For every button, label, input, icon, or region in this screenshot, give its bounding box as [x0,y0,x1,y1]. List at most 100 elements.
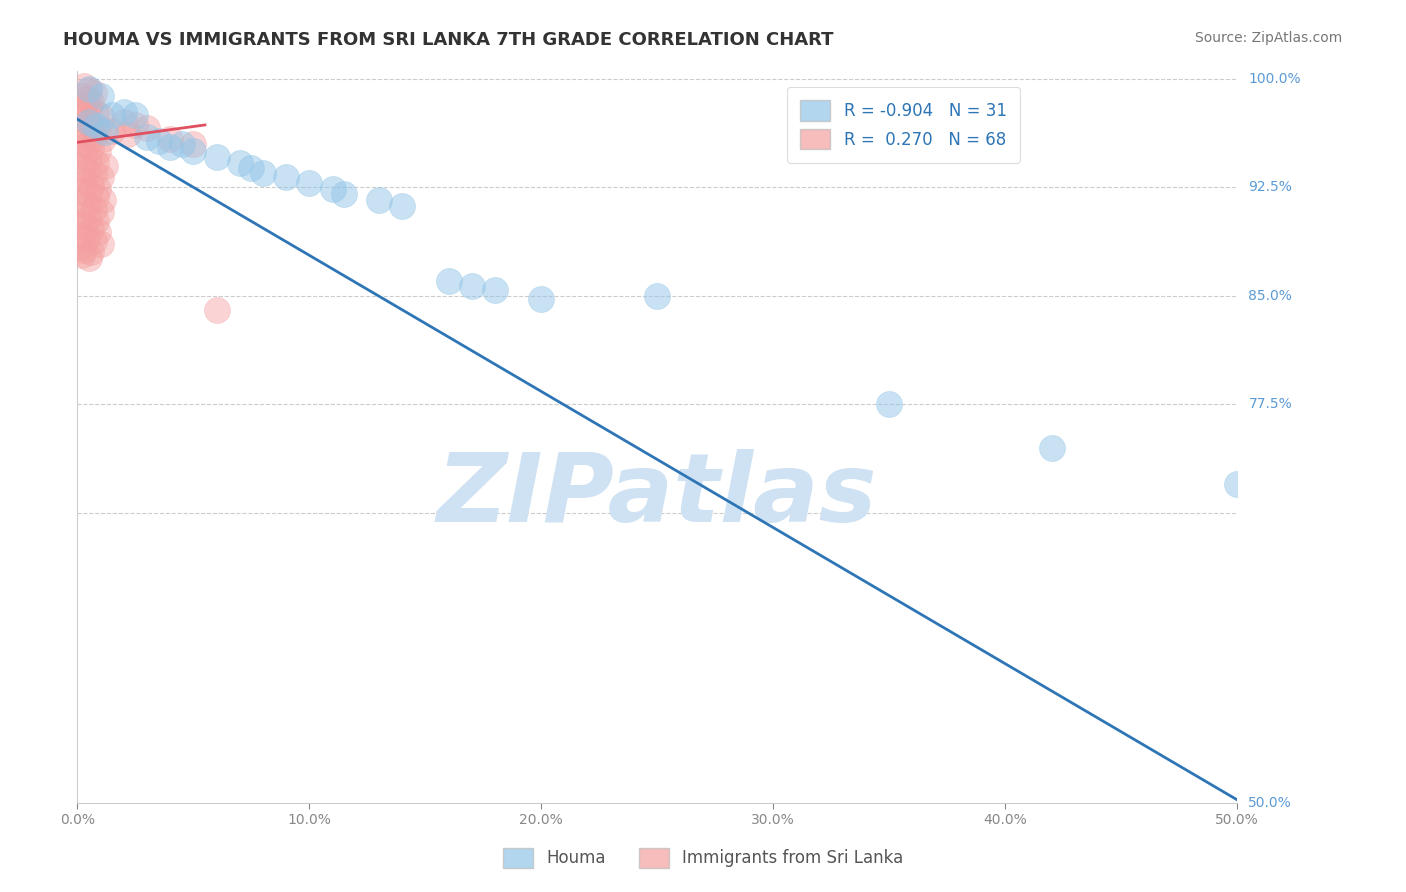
Point [77,153,100,167]
Legend: R = -0.904   N = 31, R =  0.270   N = 68: R = -0.904 N = 31, R = 0.270 N = 68 [787,87,1021,162]
Point [70,227,93,242]
Point [484,283,506,297]
Point [84,106,107,120]
Point [70,248,93,262]
Point [76,231,98,245]
Point [321,182,344,196]
Point [298,176,321,190]
Point [530,292,553,306]
Point [135,129,157,144]
Point [117,127,139,141]
Point [148,134,170,148]
Point [73,127,96,141]
Point [69,147,91,161]
Point [1040,441,1063,455]
Point [437,274,460,288]
Point [76,138,98,153]
Point [112,104,135,119]
Point [77,81,100,95]
Point [101,124,124,138]
Point [69,97,91,112]
Point [252,166,274,180]
Point [90,170,111,185]
Point [77,103,100,118]
Point [70,185,93,199]
Point [90,236,111,251]
Point [80,245,103,260]
Point [647,289,669,303]
Point [91,194,114,208]
Point [73,78,96,93]
Point [76,92,98,106]
Point [112,115,135,129]
Point [94,159,117,173]
Point [80,95,103,109]
Point [87,144,110,158]
Point [83,86,105,100]
Point [77,115,100,129]
Point [70,136,93,150]
Point [877,397,901,411]
Text: 100.0%: 100.0% [1249,71,1301,86]
Point [70,161,93,176]
Point [77,83,100,97]
Point [69,173,91,187]
Point [69,216,91,230]
Point [90,109,111,123]
Point [333,187,356,202]
Point [205,150,228,164]
Point [73,243,96,257]
Text: 85.0%: 85.0% [1249,289,1292,303]
Point [87,182,110,196]
Point [159,139,181,153]
Point [83,167,105,181]
Point [205,303,228,318]
Legend: Houma, Immigrants from Sri Lanka: Houma, Immigrants from Sri Lanka [496,841,910,875]
Point [80,222,103,236]
Point [77,187,100,202]
Point [73,150,96,164]
Point [91,132,114,146]
Point [240,161,263,176]
Point [159,132,181,146]
Point [90,89,111,103]
Point [183,144,205,158]
Point [124,108,146,122]
Point [90,205,111,219]
Point [73,176,96,190]
Point [77,211,100,225]
Point [368,194,391,208]
Point [84,155,107,169]
Point [73,101,96,115]
Point [183,136,205,151]
Point [83,234,105,248]
Point [84,120,107,134]
Point [69,196,91,211]
Point [80,178,103,193]
Point [274,170,298,185]
Point [69,124,91,138]
Point [69,239,91,253]
Point [84,213,107,227]
Text: ZIPatlas: ZIPatlas [437,449,877,542]
Point [94,125,117,139]
Point [76,115,98,129]
Point [70,112,93,127]
Text: 50.0%: 50.0% [1249,796,1292,810]
Point [391,199,413,213]
Point [101,108,124,122]
Point [461,278,484,293]
Point [77,251,100,265]
Point [70,89,93,103]
Point [87,225,110,239]
Point [170,136,193,151]
Point [228,155,252,169]
Point [124,118,146,132]
Point [76,164,98,178]
Point [135,120,157,135]
Point [87,120,110,135]
Point [80,118,103,132]
Point [84,190,107,204]
Point [76,199,98,213]
Point [70,208,93,222]
